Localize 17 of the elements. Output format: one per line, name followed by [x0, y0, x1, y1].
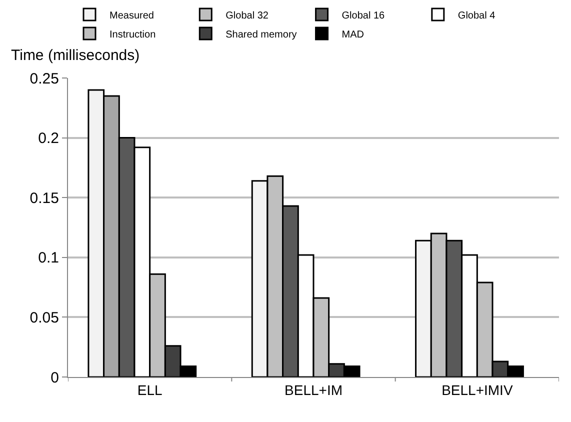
y-tick-label: 0.05	[30, 309, 59, 326]
legend-label: Global 16	[342, 10, 386, 22]
legend-label: Shared memory	[226, 29, 297, 40]
legend-label: Global 32	[226, 10, 269, 22]
x-tick-label: BELL+IMIV	[442, 382, 514, 398]
y-tick-label: 0	[50, 369, 59, 386]
x-tick-label: ELL	[137, 382, 162, 398]
legend-label: Measured	[110, 10, 154, 22]
y-tick-label: 0.2	[38, 130, 59, 148]
y-tick-label: 0.1	[38, 250, 59, 267]
legend-label: Global 4	[458, 10, 496, 22]
y-tick-label: 0.25	[30, 70, 59, 88]
y-axis-title: Time (milliseconds)	[11, 47, 140, 64]
x-tick-label: BELL+IM	[284, 382, 342, 398]
legend-label: MAD	[342, 29, 364, 40]
legend-label: Instruction	[110, 29, 156, 40]
y-tick-label: 0.15	[30, 190, 59, 207]
